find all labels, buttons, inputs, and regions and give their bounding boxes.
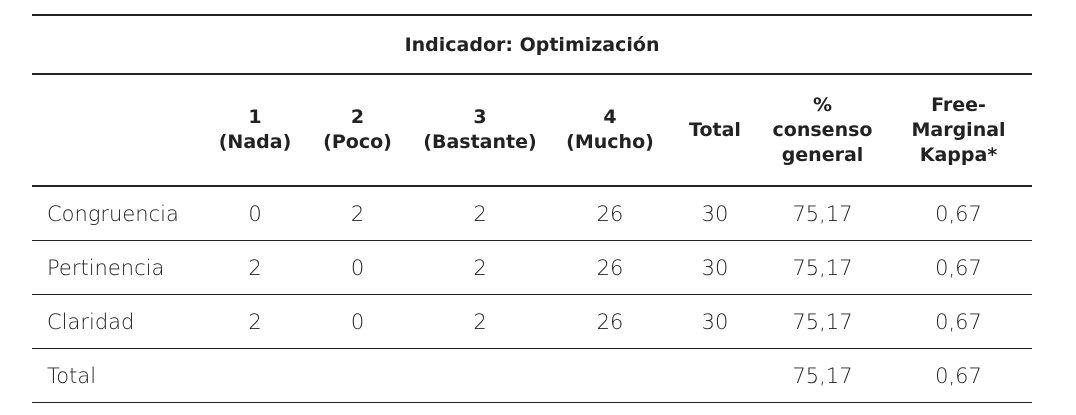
column-header: 2 (Poco) bbox=[305, 74, 410, 187]
cell: 75,17 bbox=[760, 240, 885, 295]
row-label: Total bbox=[32, 348, 205, 403]
cell: 2 bbox=[410, 294, 550, 349]
cell: 75,17 bbox=[760, 186, 885, 241]
cell: 26 bbox=[550, 294, 670, 349]
empty-cell bbox=[550, 348, 670, 403]
column-header: % consenso general bbox=[760, 74, 885, 187]
column-header: Total bbox=[670, 74, 760, 187]
header-line: Total bbox=[689, 118, 741, 141]
cell: 2 bbox=[205, 240, 305, 295]
header-line: 1 bbox=[248, 106, 262, 128]
table-title: Indicador: Optimización bbox=[32, 14, 1033, 75]
column-header: 4 (Mucho) bbox=[550, 74, 670, 187]
column-header: 1 (Nada) bbox=[205, 74, 305, 187]
cell: 75,17 bbox=[760, 294, 885, 349]
cell: 0 bbox=[305, 240, 410, 295]
header-line: (Bastante) bbox=[423, 131, 537, 153]
total-row: Total 75,17 0,67 bbox=[32, 348, 1033, 403]
header-line: 3 bbox=[473, 106, 487, 128]
cell: 0,67 bbox=[885, 240, 1033, 295]
header-line: (Poco) bbox=[323, 131, 392, 153]
cell: 2 bbox=[205, 294, 305, 349]
table-row: Congruencia 0 2 2 26 30 75,17 0,67 bbox=[32, 186, 1033, 241]
header-line: Marginal bbox=[911, 118, 1006, 141]
header-line: Free- bbox=[931, 93, 986, 116]
cell: 0 bbox=[305, 294, 410, 349]
row-label: Congruencia bbox=[32, 186, 205, 241]
cell: 0,67 bbox=[885, 348, 1033, 403]
data-table: Indicador: Optimización 1 (Nada) 2 (Poco) 3 (… bbox=[32, 14, 1033, 403]
cell: 0,67 bbox=[885, 294, 1033, 349]
header-line: general bbox=[781, 143, 864, 166]
cell: 30 bbox=[670, 240, 760, 295]
empty-cell bbox=[305, 348, 410, 403]
header-line: (Mucho) bbox=[566, 131, 654, 153]
corner-cell bbox=[32, 74, 205, 187]
cell: 2 bbox=[305, 186, 410, 241]
cell: 2 bbox=[410, 186, 550, 241]
row-label: Claridad bbox=[32, 294, 205, 349]
header-line: consenso bbox=[772, 118, 873, 141]
header-line: Kappa* bbox=[919, 143, 998, 166]
cell: 2 bbox=[410, 240, 550, 295]
cell: 0,67 bbox=[885, 186, 1033, 241]
header-line: 2 bbox=[350, 106, 365, 128]
cell: 30 bbox=[670, 294, 760, 349]
table-row: Pertinencia 2 0 2 26 30 75,17 0,67 bbox=[32, 240, 1033, 295]
header-line: 4 bbox=[603, 106, 617, 128]
cell: 0 bbox=[205, 186, 305, 241]
cell: 75,17 bbox=[760, 348, 885, 403]
header-line: % bbox=[812, 93, 833, 116]
empty-cell bbox=[205, 348, 305, 403]
cell: 30 bbox=[670, 186, 760, 241]
cell: 26 bbox=[550, 186, 670, 241]
header-line: (Nada) bbox=[218, 131, 292, 153]
empty-cell bbox=[670, 348, 760, 403]
column-header: 3 (Bastante) bbox=[410, 74, 550, 187]
row-label: Pertinencia bbox=[32, 240, 205, 295]
table-row: Claridad 2 0 2 26 30 75,17 0,67 bbox=[32, 294, 1033, 349]
empty-cell bbox=[410, 348, 550, 403]
column-header: Free- Marginal Kappa* bbox=[885, 74, 1033, 187]
cell: 26 bbox=[550, 240, 670, 295]
